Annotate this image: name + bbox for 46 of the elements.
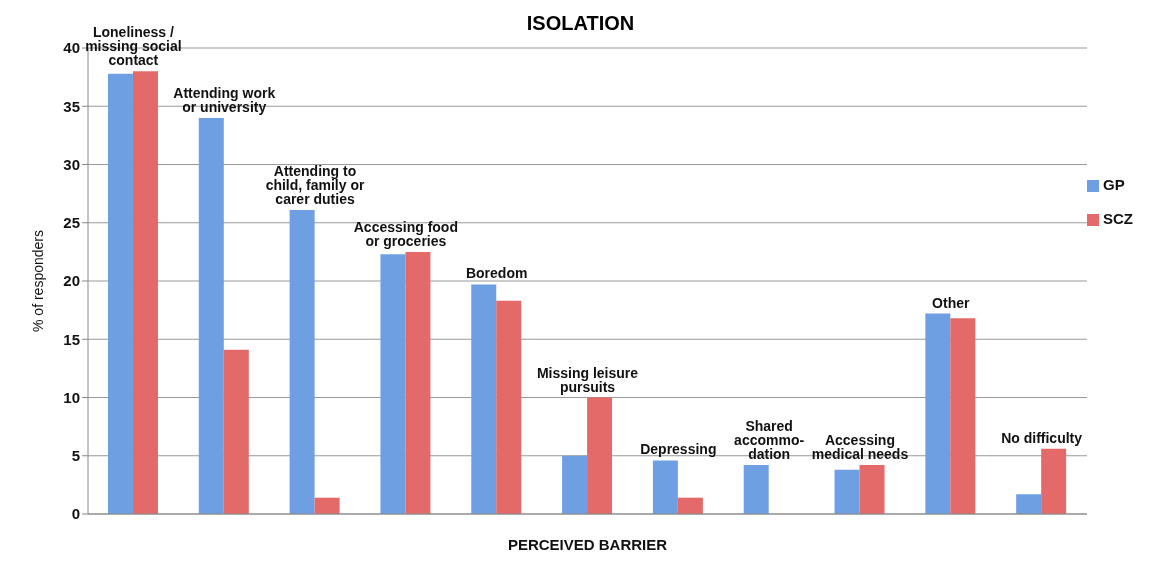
bar <box>107 73 133 514</box>
x-tick-label: Missing leisure pursuits <box>536 364 639 395</box>
bar <box>496 300 522 514</box>
y-tick-label: 30 <box>63 155 80 173</box>
bar <box>380 254 406 514</box>
x-tick-label: No difficulty <box>1001 429 1083 446</box>
bar <box>834 469 860 514</box>
x-tick-label: Loneliness / missing social contact <box>85 24 182 69</box>
bar <box>652 460 678 514</box>
y-axis-title: % of responders <box>29 230 46 332</box>
legend-label: GP <box>1103 176 1125 193</box>
y-tick-label: 35 <box>63 97 80 115</box>
x-tick-label: Accessing food or groceries <box>353 218 458 249</box>
bar <box>289 209 315 514</box>
y-tick-label: 25 <box>63 214 80 232</box>
bar <box>925 313 951 514</box>
bar <box>743 465 769 514</box>
x-tick-label: Attending to child, family or carer duties <box>265 162 365 207</box>
bar <box>223 349 249 514</box>
y-tick-label: 5 <box>71 447 80 465</box>
bar <box>950 318 976 514</box>
x-axis-title: PERCEIVED BARRIER <box>507 536 668 553</box>
x-tick-label: Shared accommo- dation <box>734 418 805 463</box>
x-tick-label: Other <box>932 294 970 311</box>
bar <box>1016 494 1042 514</box>
bar <box>314 497 340 514</box>
bar <box>562 455 588 514</box>
bar <box>677 497 703 514</box>
bar <box>1041 448 1067 514</box>
y-tick-label: 0 <box>71 505 80 523</box>
bar <box>587 397 613 514</box>
bar <box>859 465 885 514</box>
x-tick-label: Boredom <box>465 265 528 282</box>
x-tick-label: Attending work or university <box>173 84 276 115</box>
bar <box>471 284 497 514</box>
bar <box>132 71 158 514</box>
y-tick-label: 15 <box>63 330 80 348</box>
y-tick-label: 40 <box>63 39 80 57</box>
y-tick-label: 10 <box>63 388 80 406</box>
bar <box>405 251 431 514</box>
x-tick-label: Depressing <box>640 441 717 458</box>
chart-title: ISOLATION <box>526 12 635 34</box>
y-tick-label: 20 <box>63 272 80 290</box>
legend-label: SCZ <box>1103 210 1133 227</box>
bar <box>198 117 224 514</box>
x-tick-label: Accessing medical needs <box>811 432 909 463</box>
